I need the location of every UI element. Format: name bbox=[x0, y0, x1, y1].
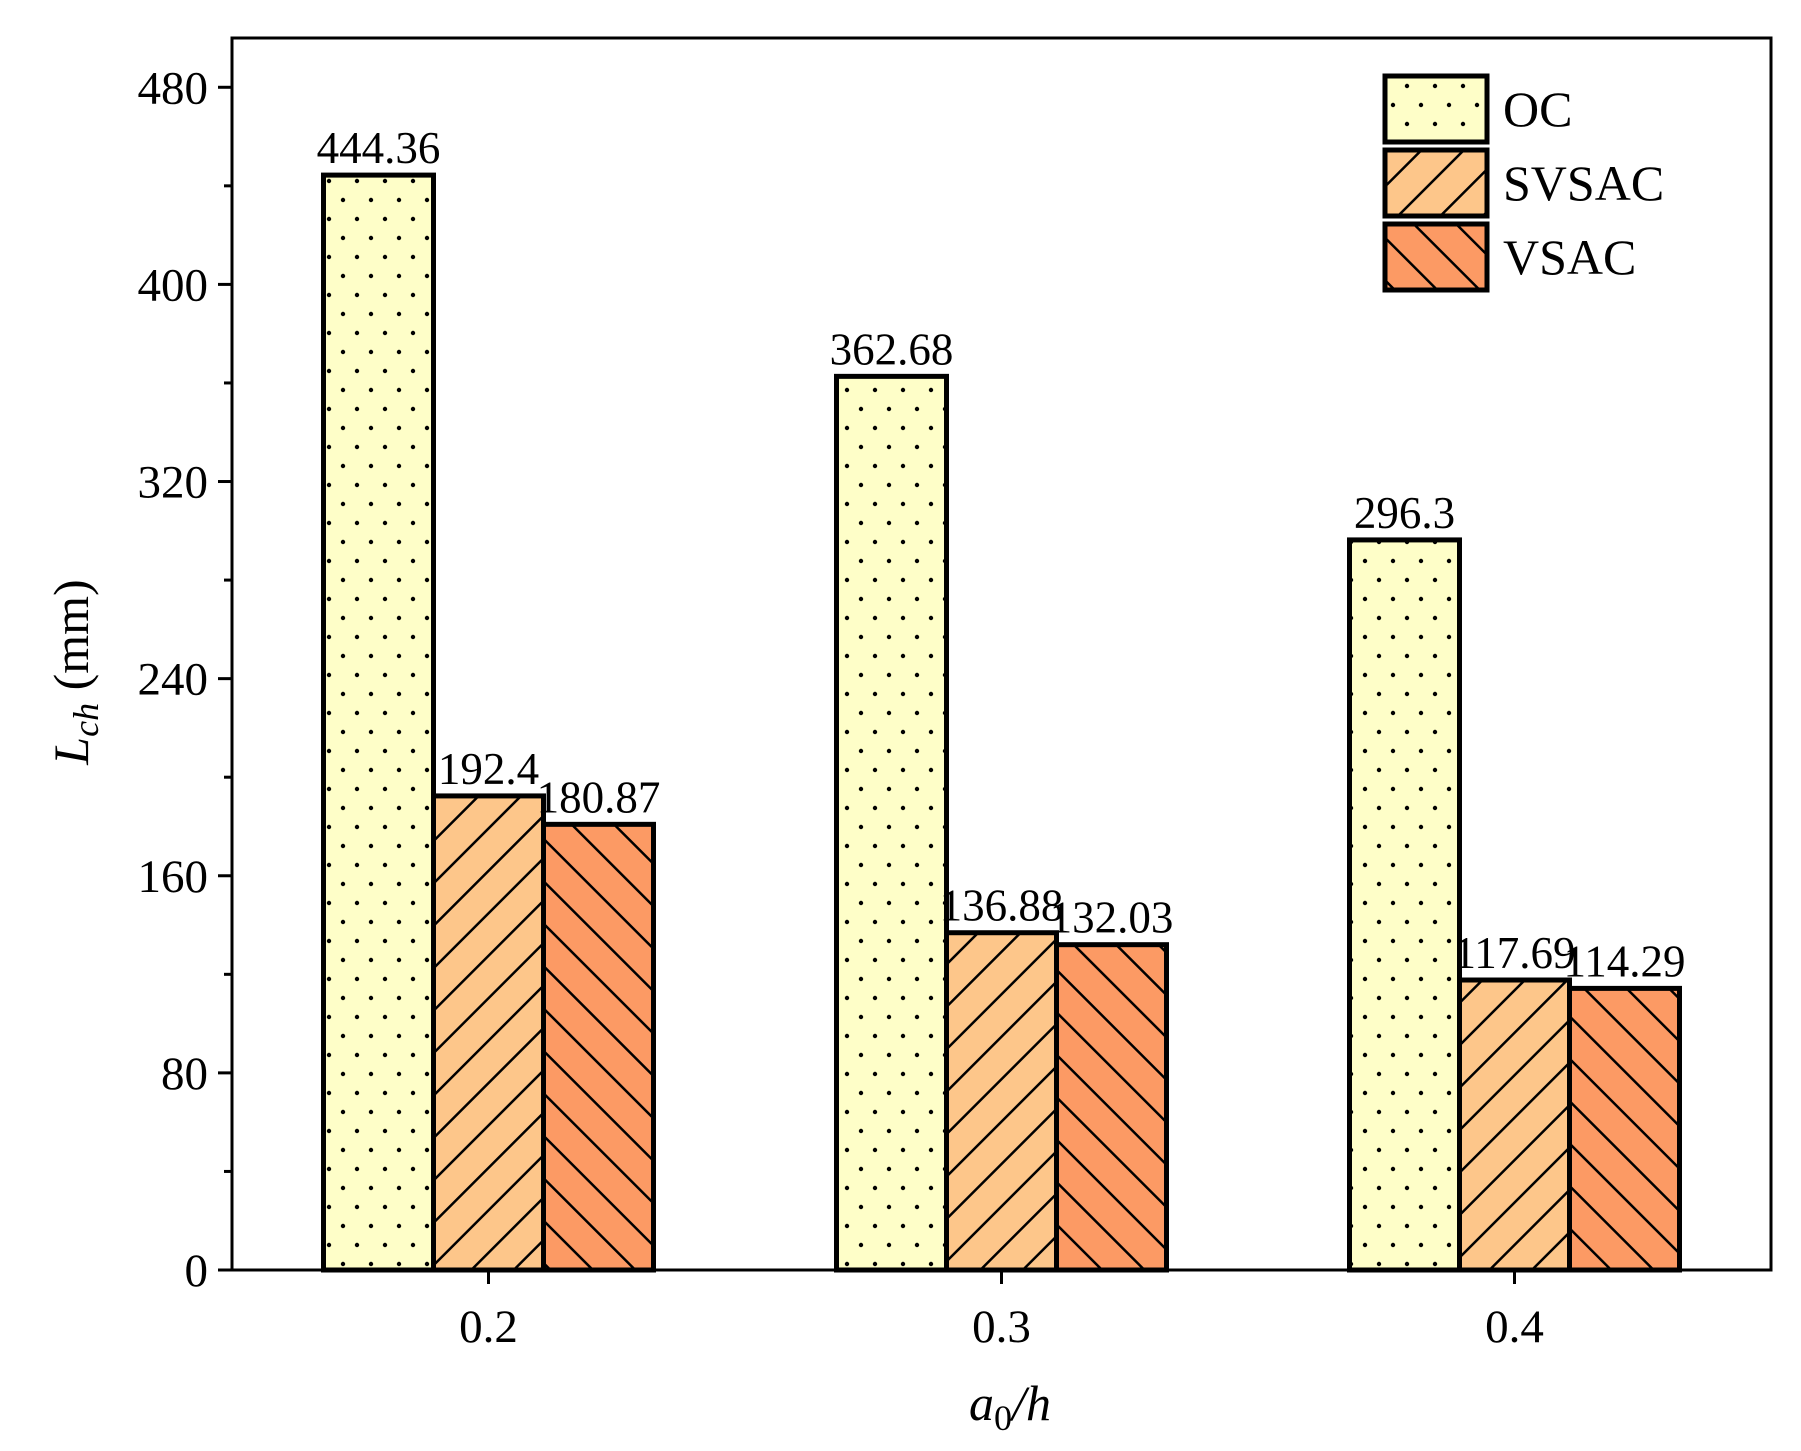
bar-oc-0.2 bbox=[321, 172, 436, 1273]
x-tick-label-0.2: 0.2 bbox=[459, 1301, 518, 1353]
x-axis-title: a0/h bbox=[969, 1375, 1051, 1438]
bar-svsac-0.4 bbox=[1457, 977, 1572, 1273]
data-label-svsac-0.2: 192.4 bbox=[438, 744, 539, 794]
y-tick-label-320: 320 bbox=[138, 457, 209, 509]
x-axis-title-main: a bbox=[969, 1375, 994, 1431]
legend-label-svsac: SVSAC bbox=[1503, 155, 1664, 211]
y-tick-label-160: 160 bbox=[138, 851, 209, 903]
y-tick-label-400: 400 bbox=[138, 259, 209, 311]
data-label-svsac-0.3: 136.88 bbox=[940, 881, 1064, 931]
bars-layer bbox=[321, 172, 1682, 1273]
legend-label-vsac: VSAC bbox=[1503, 229, 1636, 285]
x-tick-label-0.3: 0.3 bbox=[972, 1301, 1031, 1353]
x-tick-label-0.4: 0.4 bbox=[1485, 1301, 1544, 1353]
data-label-oc-0.2: 444.36 bbox=[317, 123, 441, 173]
data-label-oc-0.3: 362.68 bbox=[830, 324, 954, 374]
legend-swatch-svsac bbox=[1382, 147, 1490, 219]
bar-oc-0.3 bbox=[834, 373, 949, 1273]
y-tick-label-0: 0 bbox=[185, 1245, 209, 1297]
bar-oc-0.4 bbox=[1347, 537, 1462, 1273]
bar-vsac-0.4 bbox=[1567, 985, 1682, 1273]
y-tick-label-240: 240 bbox=[138, 654, 209, 706]
y-axis-title: Lch (mm) bbox=[43, 579, 106, 765]
legend-swatch-vsac bbox=[1382, 221, 1490, 293]
data-label-vsac-0.3: 132.03 bbox=[1050, 893, 1174, 943]
y-tick-label-480: 480 bbox=[138, 62, 209, 114]
legend-swatch-oc bbox=[1382, 73, 1490, 145]
bar-vsac-0.2 bbox=[541, 821, 656, 1273]
data-label-svsac-0.4: 117.69 bbox=[1453, 928, 1575, 978]
data-label-vsac-0.4: 114.29 bbox=[1563, 936, 1685, 986]
y-axis-title-sub: ch bbox=[66, 703, 106, 737]
legend: OC SVSAC VSAC bbox=[1382, 73, 1664, 293]
data-label-vsac-0.2: 180.87 bbox=[537, 772, 661, 822]
y-axis-title-rest: (mm) bbox=[43, 579, 99, 703]
legend-label-oc: OC bbox=[1503, 81, 1572, 137]
bar-svsac-0.2 bbox=[431, 793, 546, 1273]
data-label-oc-0.4: 296.3 bbox=[1354, 488, 1455, 538]
bar-vsac-0.3 bbox=[1054, 942, 1169, 1273]
y-axis-title-main: L bbox=[43, 737, 99, 766]
y-tick-label-80: 80 bbox=[161, 1048, 208, 1100]
x-axis-title-sub: 0 bbox=[994, 1398, 1012, 1438]
bar-svsac-0.3 bbox=[944, 930, 1059, 1273]
axes-layer: 0 80 160 240 320 400 480 0.2 0.3 0.4 bbox=[138, 36, 1773, 1353]
x-axis-title-rest: /h bbox=[1009, 1375, 1051, 1431]
